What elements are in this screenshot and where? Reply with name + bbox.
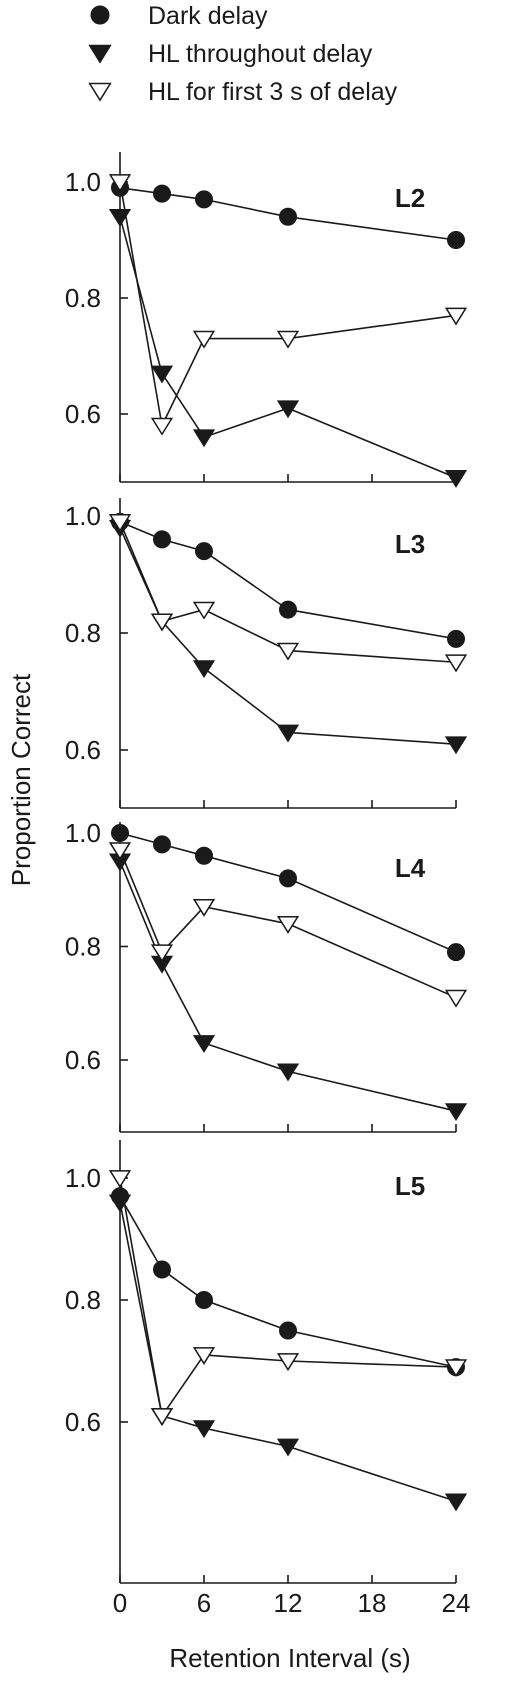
data-point	[195, 1291, 213, 1309]
data-point	[444, 469, 468, 488]
y-tick-label: 0.6	[65, 399, 101, 429]
data-point	[276, 1438, 300, 1457]
data-point	[111, 824, 129, 842]
series-line	[119, 527, 457, 745]
x-tick-label: 24	[442, 1588, 471, 1618]
data-point	[276, 642, 300, 661]
data-point	[276, 724, 300, 743]
panels: 0.6 0.8 1.0 L2 0.6 0.8 1.0 L3 0.6 0.8 1.0 L4 0.6 0.8 1…	[65, 152, 468, 1584]
data-point	[192, 1420, 216, 1439]
data-point	[444, 654, 468, 673]
data-point	[444, 1103, 468, 1122]
data-point	[276, 1063, 300, 1082]
data-point	[195, 846, 213, 865]
data-point	[276, 1353, 300, 1372]
y-tick-label: 0.8	[65, 932, 101, 962]
data-point	[192, 1035, 216, 1054]
data-point	[279, 869, 297, 888]
data-point	[108, 514, 132, 532]
data-point	[108, 1170, 132, 1189]
panel-l5: 0.6 0.8 1.0 L5	[65, 1140, 468, 1584]
y-tick-label: 0.8	[65, 618, 101, 648]
y-tick-label: 0.8	[65, 1285, 101, 1315]
panel-l4: 0.6 0.8 1.0 L4	[65, 818, 468, 1133]
data-point	[153, 184, 171, 203]
data-point	[108, 208, 132, 227]
data-point	[153, 835, 171, 854]
series-line	[119, 1177, 457, 1418]
data-point	[444, 736, 468, 755]
panel-label: L5	[395, 1171, 425, 1201]
panel-label: L4	[395, 853, 426, 883]
y-tick-label: 0.6	[65, 1045, 101, 1075]
data-point	[276, 915, 300, 934]
data-point	[108, 842, 132, 861]
data-point	[153, 530, 171, 549]
data-point	[444, 1493, 468, 1512]
data-point	[150, 417, 174, 436]
data-point	[276, 400, 300, 419]
series-line	[119, 1195, 457, 1368]
legend-marker	[88, 82, 112, 102]
legend-label: HL throughout delay	[148, 40, 373, 68]
data-point	[192, 898, 216, 917]
data-point	[447, 231, 465, 249]
series-line	[119, 832, 457, 953]
data-point	[195, 542, 213, 561]
x-tick-label: 18	[358, 1588, 387, 1618]
data-point	[108, 1194, 132, 1213]
data-point	[150, 944, 174, 963]
y-axis-label: Proportion Correct	[6, 673, 36, 886]
data-point	[192, 330, 216, 349]
data-point	[108, 174, 132, 193]
x-tick-label: 0	[113, 1588, 127, 1618]
data-point	[192, 601, 216, 620]
panel-label: L2	[395, 183, 425, 213]
data-point	[444, 989, 468, 1008]
data-point	[279, 600, 297, 619]
y-tick-label: 1.0	[65, 501, 101, 531]
x-tick-label: 12	[274, 1588, 303, 1618]
legend-label: Dark delay	[148, 2, 268, 30]
data-point	[153, 1260, 171, 1279]
legend-item: Dark delay	[90, 2, 268, 30]
y-tick-label: 0.8	[65, 283, 101, 313]
y-tick-label: 0.6	[65, 1407, 101, 1437]
y-tick-label: 1.0	[65, 1163, 101, 1193]
x-axis-label: Retention Interval (s)	[169, 1643, 410, 1673]
data-point	[195, 190, 213, 209]
panel-l2: 0.6 0.8 1.0 L2	[65, 152, 468, 488]
data-point	[150, 1408, 174, 1426]
data-point	[276, 330, 300, 349]
x-axis: 0 6 12 18 24	[113, 1588, 471, 1618]
x-tick-label: 6	[197, 1588, 211, 1618]
legend-item: HL for first 3 s of delay	[88, 78, 398, 106]
panel-l3: 0.6 0.8 1.0 L3	[65, 498, 468, 809]
data-point	[447, 629, 465, 648]
data-point	[447, 943, 465, 962]
data-point	[444, 307, 468, 326]
data-point	[192, 429, 216, 448]
legend-label: HL for first 3 s of delay	[148, 78, 398, 106]
legend: Dark delay HL throughout delay HL for firs…	[88, 2, 398, 106]
legend-marker	[88, 44, 112, 64]
y-tick-label: 1.0	[65, 818, 101, 848]
data-point	[192, 1347, 216, 1365]
data-point	[279, 1321, 297, 1340]
y-tick-label: 1.0	[65, 167, 101, 197]
panel-label: L3	[395, 529, 425, 559]
data-point	[192, 660, 216, 679]
y-tick-label: 0.6	[65, 735, 101, 765]
data-point	[150, 613, 174, 632]
data-point	[444, 1359, 468, 1378]
data-point	[150, 365, 174, 384]
legend-marker	[90, 5, 110, 25]
data-point	[279, 207, 297, 226]
legend-item: HL throughout delay	[88, 40, 373, 68]
